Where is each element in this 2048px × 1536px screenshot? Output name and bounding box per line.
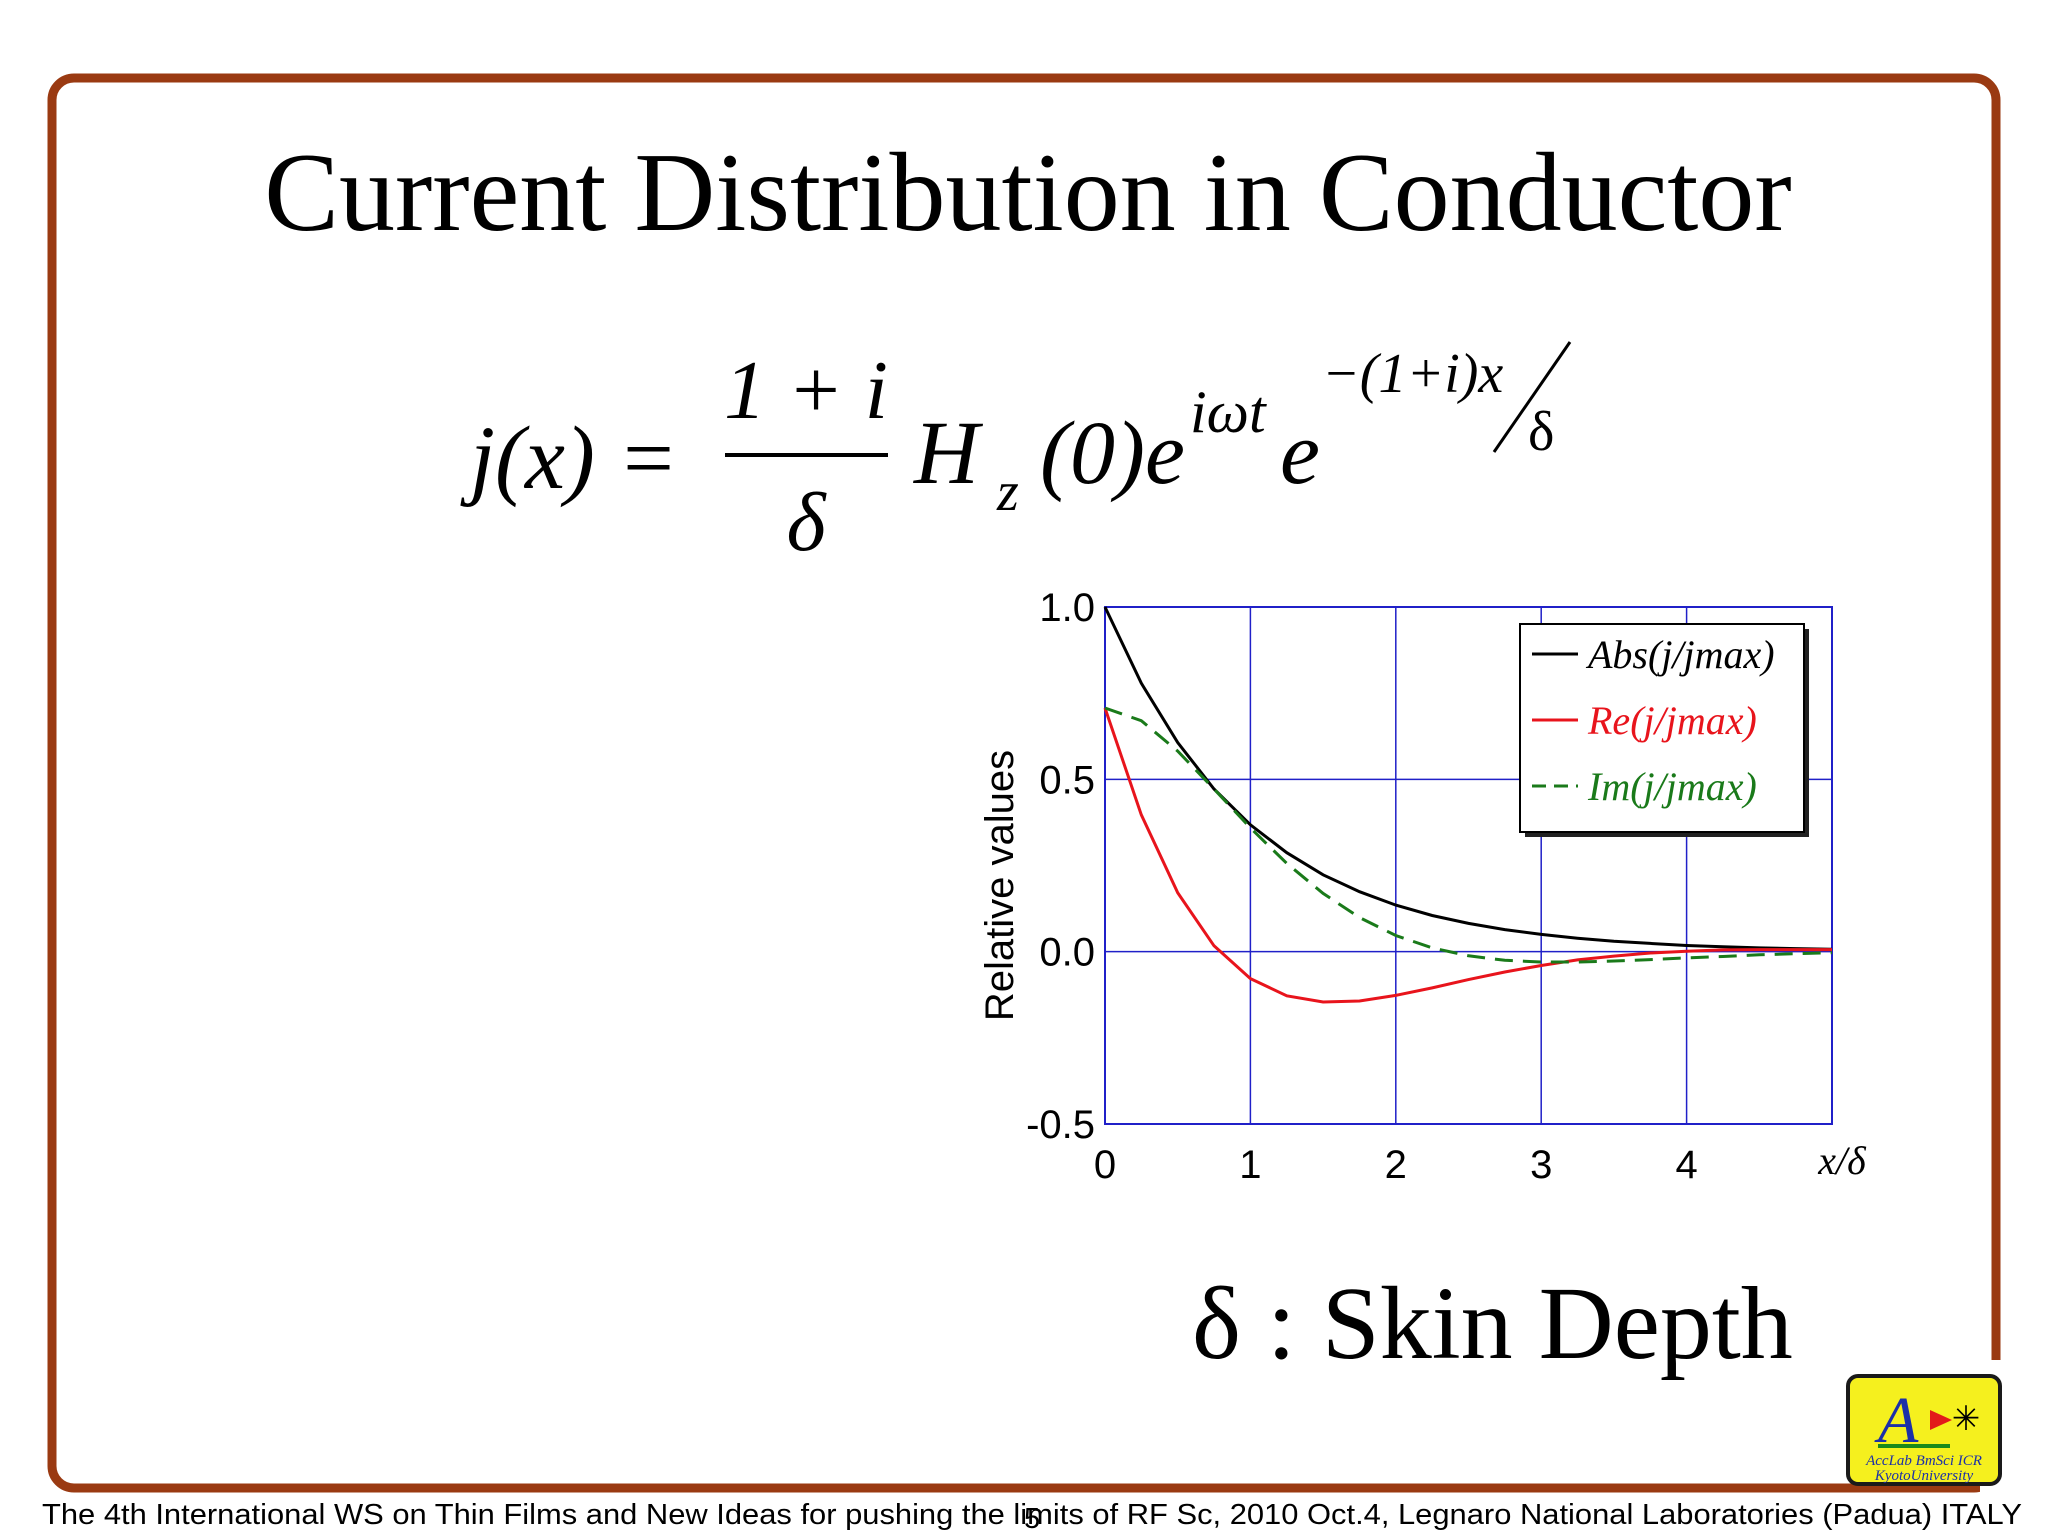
x-tick-label: 3 bbox=[1530, 1143, 1552, 1187]
series-line bbox=[1104, 706, 1833, 964]
eq-denominator: δ bbox=[786, 476, 827, 569]
equation: j(x) = 1 + i δ H z (0)e iωt e −(1+i)x δ bbox=[460, 341, 1572, 569]
y-axis-label: Relative values bbox=[978, 750, 1022, 1021]
logo: A ✳ AccLab BmSci ICR KyotoUniversity bbox=[1846, 1374, 2002, 1486]
plot-frame bbox=[1104, 606, 1833, 1125]
logo-star: ✳ bbox=[1952, 1401, 1981, 1438]
logo-text: AccLab BmSci ICR bbox=[1865, 1453, 1982, 1469]
eq-field: H bbox=[913, 404, 984, 503]
legend-label: Re(j/jmax) bbox=[1587, 698, 1757, 743]
legend-box bbox=[1519, 623, 1805, 833]
y-tick-label: -0.5 bbox=[1026, 1103, 1095, 1147]
x-tick-label: 1 bbox=[1239, 1143, 1261, 1187]
eq-numerator: 1 + i bbox=[724, 344, 888, 437]
eq-field-arg: (0)e bbox=[1040, 404, 1185, 503]
chart: 0 1 2 3 4 -0.5 0.0 0.5 1.0 x/δ Relative values Abs(… bbox=[978, 586, 1867, 1187]
x-tick-label: 0 bbox=[1094, 1143, 1116, 1187]
eq-sup2: −(1+i)x bbox=[1322, 343, 1503, 405]
note: δ : Skin Depth bbox=[1192, 1266, 1793, 1381]
x-tick-label: 2 bbox=[1385, 1143, 1407, 1187]
eq-field-sub: z bbox=[996, 461, 1019, 523]
series-line bbox=[1103, 707, 1832, 1004]
y-tick-label: 0.5 bbox=[1039, 758, 1095, 802]
y-tick-label: 0.0 bbox=[1039, 931, 1095, 975]
y-tick-label: 1.0 bbox=[1039, 586, 1095, 630]
slide-border bbox=[47, 73, 2001, 1493]
logo-arrow bbox=[1930, 1410, 1952, 1430]
eq-sup1: iωt bbox=[1190, 379, 1267, 445]
slide-title: Current Distribution in Conductor bbox=[264, 131, 1791, 255]
eq-sup2-den: δ bbox=[1528, 401, 1554, 463]
eq-lhs: j(x) = bbox=[460, 409, 678, 508]
eq-exp-base: e bbox=[1280, 404, 1320, 503]
logo-text: KyotoUniversity bbox=[1874, 1468, 1974, 1484]
logo-box bbox=[1846, 1374, 2002, 1486]
x-tick-label: 4 bbox=[1675, 1143, 1697, 1187]
x-axis-label: x/δ bbox=[1817, 1138, 1867, 1183]
exp-slash bbox=[1492, 341, 1572, 453]
footer: The 4th International WS on Thin Films a… bbox=[42, 1499, 2022, 1531]
legend-label: Im(j/jmax) bbox=[1587, 764, 1757, 809]
page-number: 5 bbox=[1024, 1503, 1040, 1535]
legend-label: Abs(j/jmax) bbox=[1585, 632, 1775, 677]
